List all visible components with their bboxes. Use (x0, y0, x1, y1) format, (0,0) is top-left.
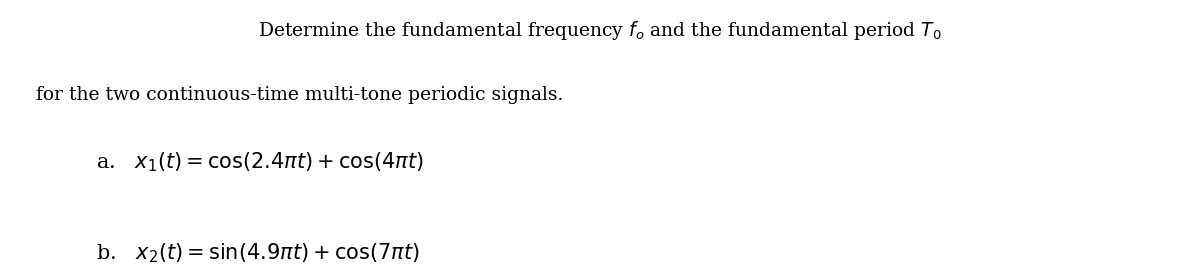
Text: b.   $x_2(t) = \sin(4.9\pi t) + \cos(7\pi t)$: b. $x_2(t) = \sin(4.9\pi t) + \cos(7\pi … (96, 241, 420, 265)
Text: Determine the fundamental frequency $f_o$ and the fundamental period $T_0$: Determine the fundamental frequency $f_o… (258, 19, 942, 42)
Text: a.   $x_1(t) = \cos(2.4\pi t) + \cos(4\pi t)$: a. $x_1(t) = \cos(2.4\pi t) + \cos(4\pi … (96, 150, 424, 174)
Text: for the two continuous-time multi-tone periodic signals.: for the two continuous-time multi-tone p… (36, 86, 563, 104)
